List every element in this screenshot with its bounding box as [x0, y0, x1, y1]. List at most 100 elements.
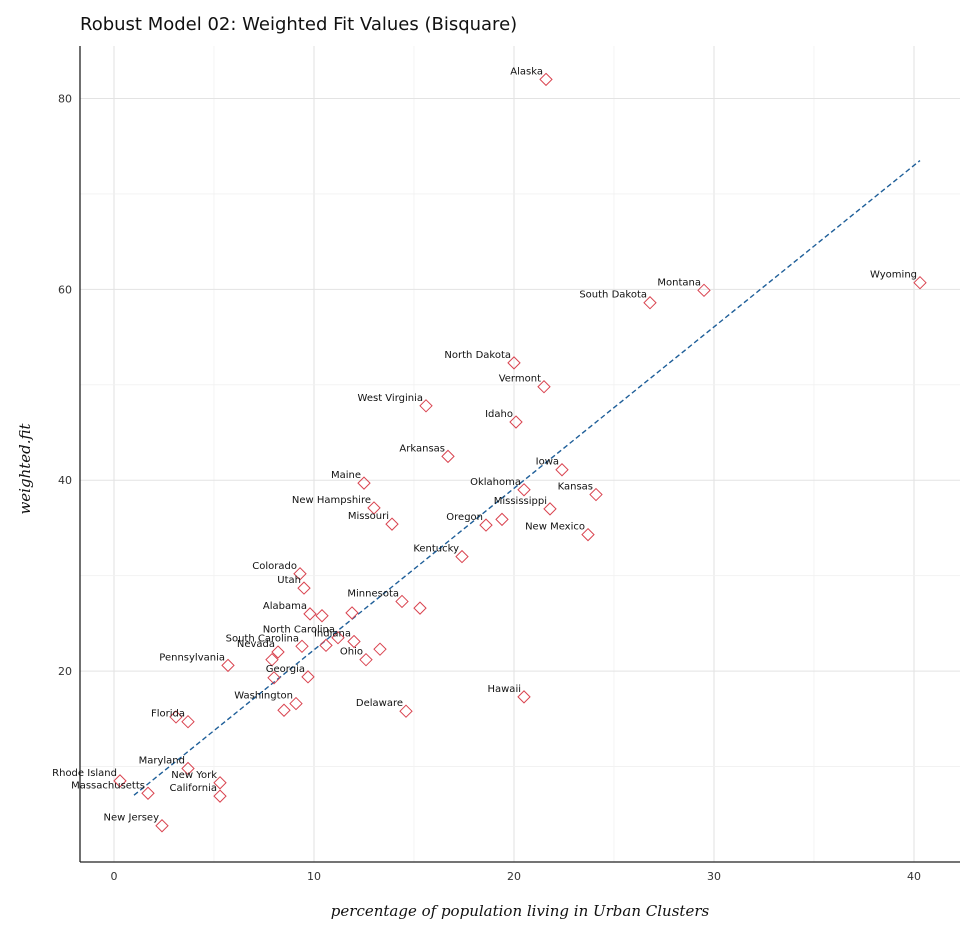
data-point [221, 658, 235, 673]
x-tick-label: 30 [707, 870, 721, 883]
x-tick-label: 10 [307, 870, 321, 883]
data-point [509, 415, 523, 429]
x-tick-label: 40 [907, 870, 921, 883]
data-point [555, 463, 569, 477]
data-point [479, 518, 493, 532]
point-label: Montana [657, 277, 701, 288]
data-point [301, 670, 315, 684]
data-point [297, 581, 311, 595]
point-label: Indiana [314, 629, 351, 640]
point-label: Hawaii [487, 684, 521, 695]
data-point [213, 776, 227, 790]
data-point [913, 275, 927, 290]
point-label: Minnesota [347, 588, 399, 599]
point-label: California [170, 783, 218, 794]
data-point [543, 502, 557, 516]
point-label: North Dakota [444, 350, 511, 361]
y-tick-label: 80 [58, 92, 72, 105]
point-label: Nevada [237, 639, 275, 650]
point-label: Utah [277, 575, 301, 586]
point-label: Vermont [499, 374, 541, 385]
data-point [589, 487, 603, 502]
point-label: Georgia [266, 664, 305, 675]
point-label: Oregon [446, 512, 483, 523]
point-label: Florida [151, 709, 185, 720]
data-point [265, 652, 279, 667]
data-point [213, 789, 227, 803]
point-label: South Dakota [579, 290, 647, 301]
point-label: Oklahoma [470, 477, 521, 488]
data-point [113, 774, 127, 788]
data-point [643, 296, 657, 310]
point-label: New Hampshire [292, 495, 371, 506]
point-label: Arkansas [399, 443, 445, 454]
point-label: Washington [234, 691, 293, 702]
data-point [357, 476, 371, 490]
data-point [373, 642, 387, 656]
y-tick-label: 20 [58, 665, 72, 678]
data-point [181, 714, 195, 729]
point-label: Iowa [536, 457, 559, 468]
y-tick-label: 40 [58, 474, 72, 487]
data-point [315, 609, 329, 623]
point-label: New York [171, 770, 217, 781]
point-label: Kansas [558, 482, 593, 493]
data-point [517, 483, 531, 497]
point-label: Missouri [348, 511, 389, 522]
point-label: Alabama [263, 601, 307, 612]
data-point [303, 607, 317, 621]
data-point [539, 72, 553, 87]
data-point [385, 517, 399, 531]
data-point [293, 567, 307, 581]
data-point [289, 696, 303, 711]
point-label: Kentucky [413, 544, 459, 555]
data-point [367, 501, 381, 515]
point-label: Alaska [510, 66, 543, 77]
point-label: Mississippi [494, 496, 547, 507]
data-point [395, 594, 409, 609]
point-label: Wyoming [870, 270, 917, 281]
data-point [413, 601, 427, 615]
data-point [319, 638, 333, 653]
data-point [581, 527, 595, 542]
point-label: Massachusetts [71, 780, 145, 791]
data-point [141, 786, 155, 800]
data-point [267, 671, 281, 685]
data-point [399, 704, 413, 718]
data-point [331, 631, 345, 645]
point-label: Delaware [356, 698, 403, 709]
data-points [113, 72, 927, 833]
data-point [155, 819, 169, 833]
data-point [277, 703, 291, 717]
data-point [271, 645, 285, 659]
axes: 0 10 20 30 40 20 40 60 80 [58, 46, 960, 883]
point-label: Maryland [139, 755, 185, 766]
data-point [537, 380, 551, 394]
point-label: Maine [331, 470, 361, 481]
point-label: South Carolina [226, 633, 299, 644]
chart-title: Robust Model 02: Weighted Fit Values (Bi… [80, 14, 518, 35]
data-point [517, 690, 531, 704]
point-labels: Alaska Wyoming Montana South Dakota North Da… [52, 66, 917, 823]
x-tick-label: 0 [111, 870, 118, 883]
point-label: North Carolina [263, 625, 335, 636]
data-point [507, 356, 521, 370]
fit-line-group [133, 159, 921, 796]
data-point [345, 606, 359, 620]
x-axis-label: percentage of population living in Urban… [330, 902, 710, 920]
point-label: Ohio [340, 647, 363, 658]
data-point [495, 512, 509, 527]
data-point [419, 399, 433, 413]
point-label: New Mexico [525, 522, 585, 533]
data-point [455, 549, 469, 564]
data-point [181, 761, 195, 776]
data-point [697, 283, 711, 298]
point-label: Pennsylvania [159, 652, 225, 663]
point-label: Rhode Island [52, 768, 117, 779]
y-tick-label: 60 [58, 283, 72, 296]
fit-line [133, 159, 921, 796]
data-point [169, 710, 183, 724]
grid-lines [80, 46, 960, 863]
data-point [347, 634, 361, 649]
